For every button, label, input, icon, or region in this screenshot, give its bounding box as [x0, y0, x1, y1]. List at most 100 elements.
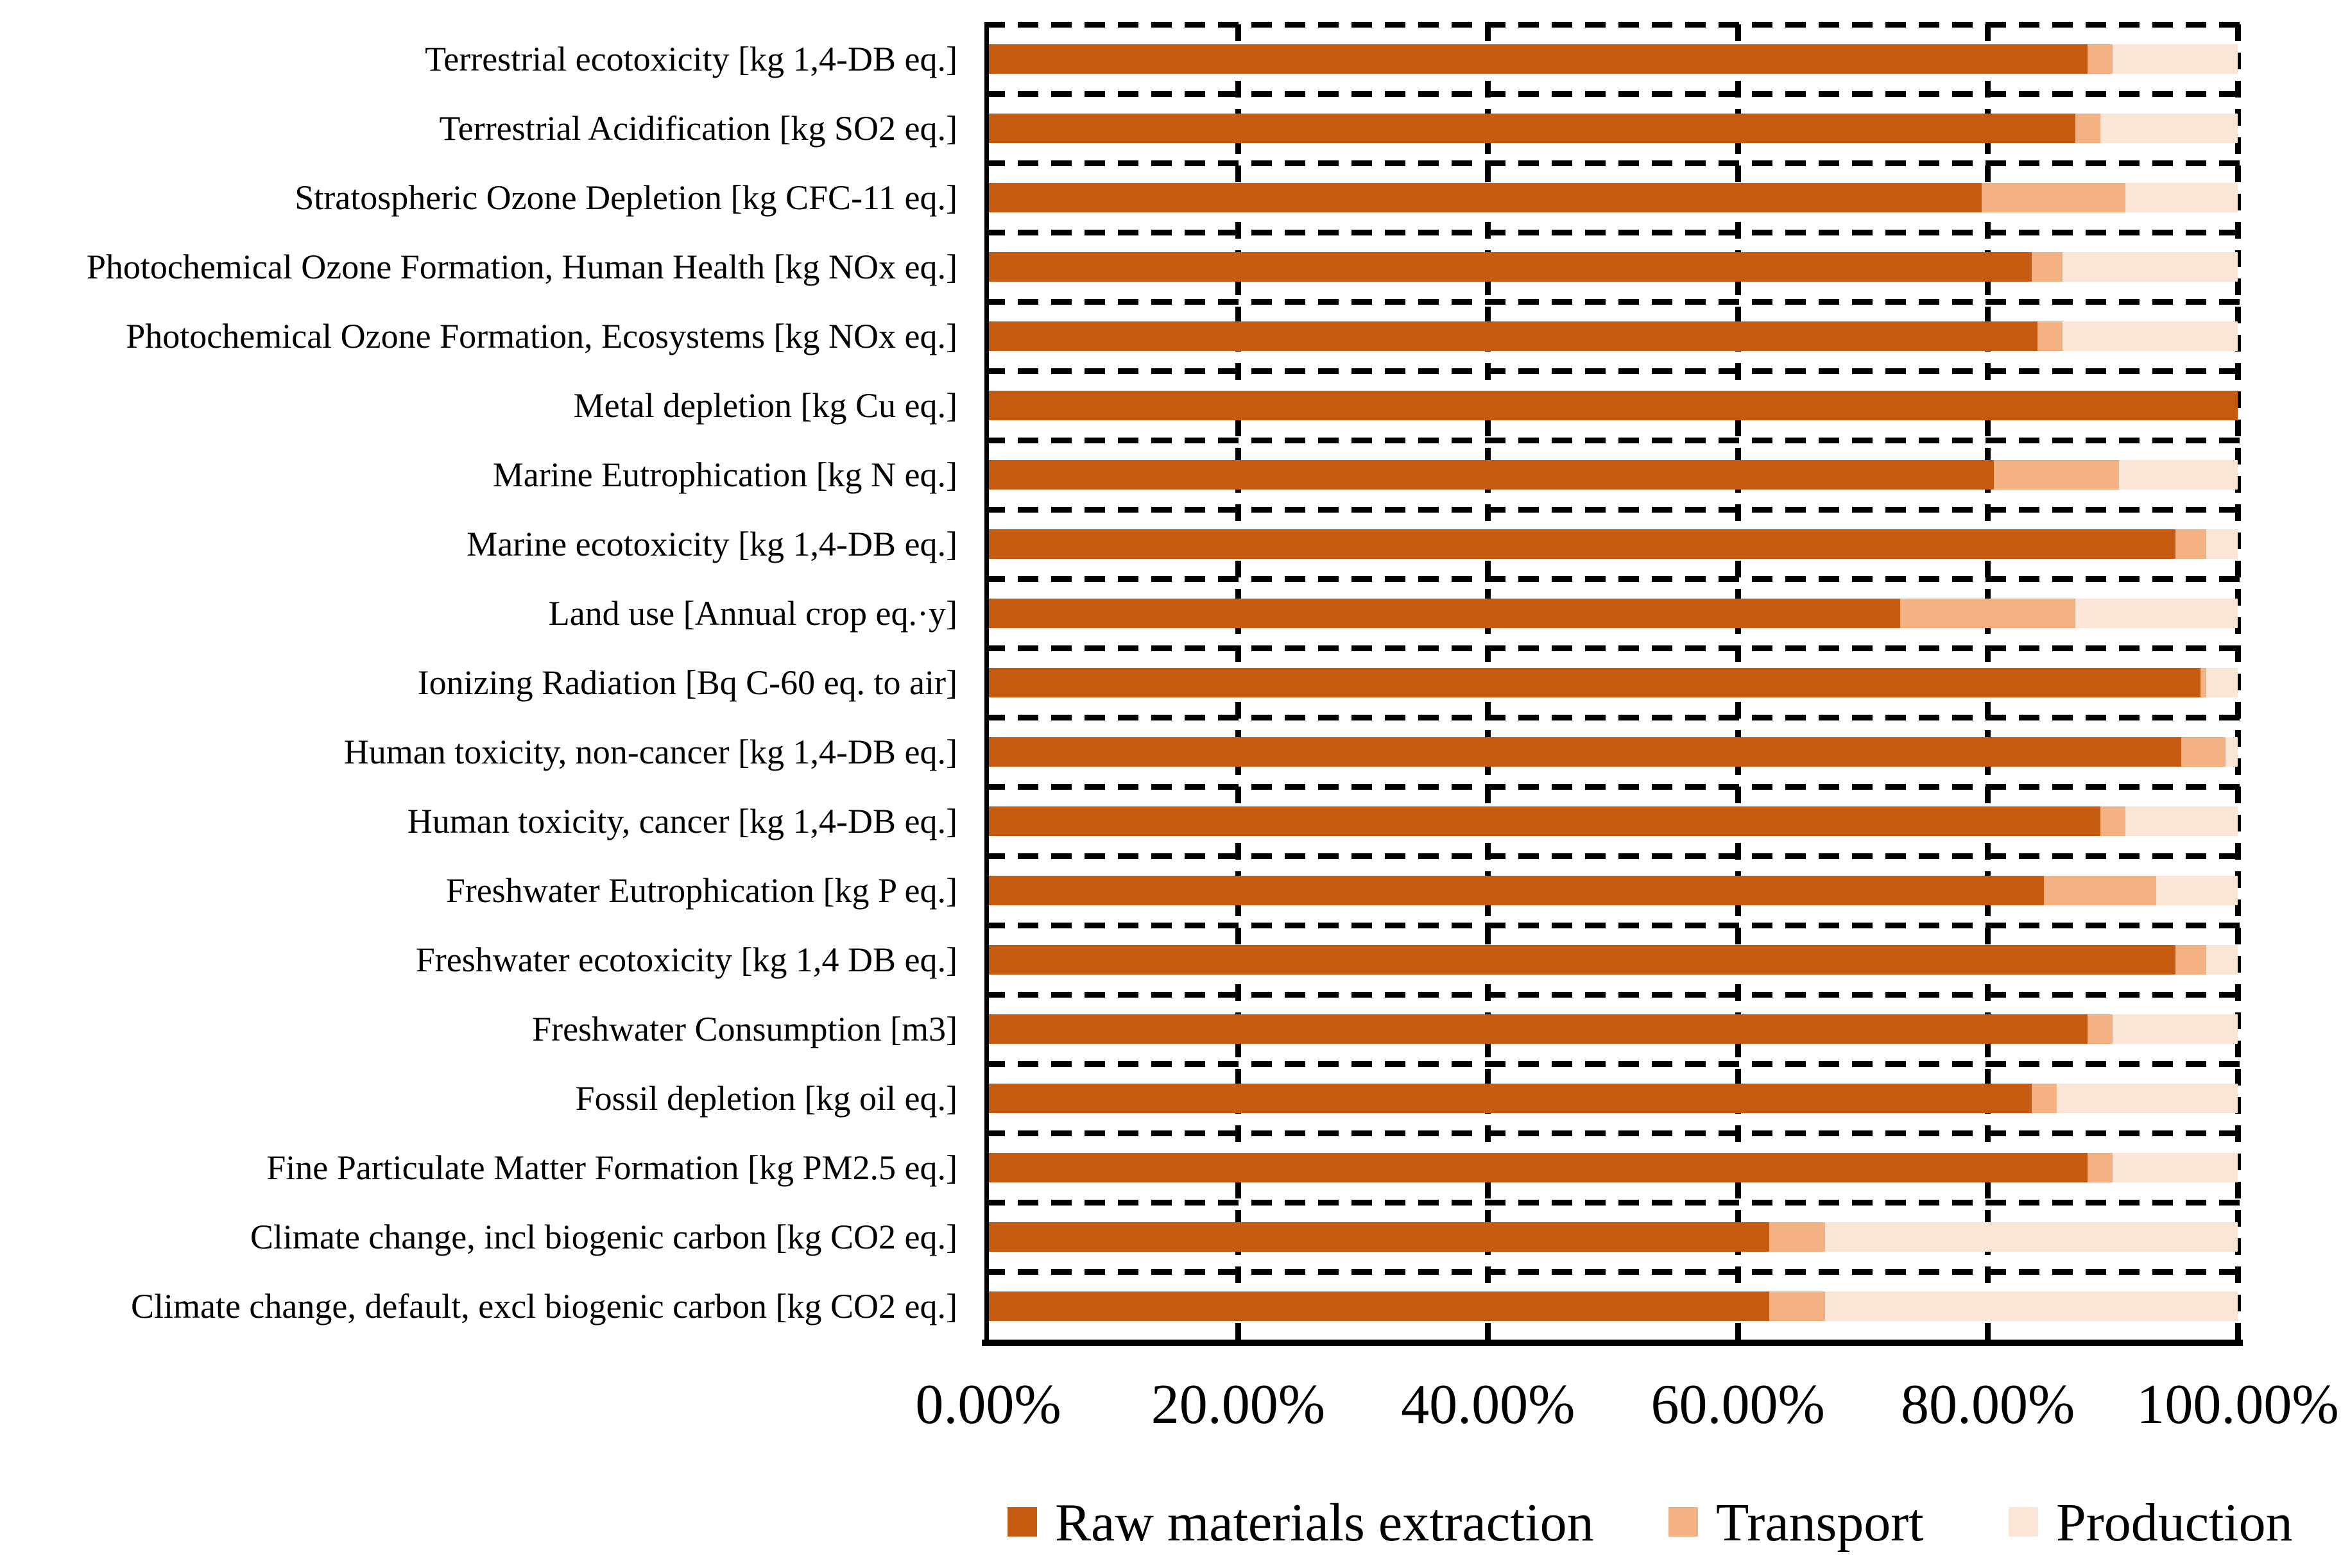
legend-label: Transport [1716, 1493, 1924, 1553]
bar-segment-raw-materials-extraction [988, 876, 2045, 905]
bar-segment-raw-materials-extraction [988, 114, 2075, 143]
bar-segment-raw-materials-extraction [988, 1153, 2088, 1182]
bar-segment-production [2206, 668, 2238, 697]
bar-segment-raw-materials-extraction [988, 44, 2088, 74]
bar-segment-transport [2037, 321, 2063, 351]
bar-segment-transport [1769, 1222, 1826, 1252]
horizontal-gridline [984, 1061, 2241, 1067]
horizontal-gridline [984, 1130, 2241, 1136]
horizontal-gridline [984, 91, 2241, 97]
bar-segment-transport [2175, 529, 2207, 559]
bar-segment-raw-materials-extraction [988, 945, 2175, 975]
category-label: Climate change, default, excl biogenic c… [130, 1287, 957, 1325]
bar-row [988, 391, 2238, 420]
bar-row [988, 114, 2238, 143]
category-label: Fine Particulate Matter Formation [kg PM… [266, 1148, 957, 1187]
bar-row [988, 1084, 2238, 1113]
category-label: Terrestrial ecotoxicity [kg 1,4-DB eq.] [425, 40, 957, 78]
horizontal-gridline [984, 784, 2241, 790]
bar-segment-raw-materials-extraction [988, 668, 2200, 697]
bar-segment-raw-materials-extraction [988, 599, 1901, 628]
bar-row [988, 529, 2238, 559]
x-tick-label: 40.00% [1401, 1374, 1575, 1436]
bar-segment-transport [1994, 460, 2120, 490]
vertical-gridline [2234, 24, 2241, 1341]
bar-segment-production [2119, 460, 2238, 490]
bar-segment-production [2125, 183, 2238, 212]
bar-segment-raw-materials-extraction [988, 737, 2182, 767]
bar-row [988, 252, 2238, 282]
category-label: Marine ecotoxicity [kg 1,4-DB eq.] [467, 525, 957, 563]
horizontal-gridline [984, 853, 2241, 859]
horizontal-gridline [984, 923, 2241, 928]
category-label: Ionizing Radiation [Bq C-60 eq. to air] [417, 663, 957, 702]
bar-row [988, 945, 2238, 975]
category-label: Human toxicity, non-cancer [kg 1,4-DB eq… [343, 733, 957, 771]
x-tick-label: 100.00% [2136, 1374, 2339, 1436]
bar-segment-raw-materials-extraction [988, 1084, 2032, 1113]
x-tick-label: 0.00% [915, 1374, 1061, 1436]
bar-segment-transport [2075, 114, 2100, 143]
bar-segment-raw-materials-extraction [988, 391, 2238, 420]
bar-segment-production [2206, 945, 2238, 975]
category-label: Marine Eutrophication [kg N eq.] [492, 456, 957, 494]
horizontal-gridline [984, 507, 2241, 513]
bar-row [988, 1014, 2238, 1044]
category-label: Photochemical Ozone Formation, Human Hea… [86, 248, 957, 286]
bar-segment-transport [2088, 1014, 2113, 1044]
category-label: Photochemical Ozone Formation, Ecosystem… [126, 317, 957, 355]
horizontal-gridline [984, 160, 2241, 166]
bar-segment-raw-materials-extraction [988, 183, 1982, 212]
horizontal-gridline [984, 645, 2241, 651]
bar-segment-production [2056, 1084, 2238, 1113]
bar-row [988, 183, 2238, 212]
bar-segment-raw-materials-extraction [988, 460, 1994, 490]
bar-segment-transport [2181, 737, 2226, 767]
bar-segment-production [2113, 44, 2238, 74]
bar-row [988, 44, 2238, 74]
category-label: Freshwater ecotoxicity [kg 1,4 DB eq.] [415, 941, 957, 979]
bar-segment-raw-materials-extraction [988, 1291, 1769, 1321]
x-axis-line [982, 1340, 2243, 1346]
bar-segment-production [2100, 114, 2238, 143]
legend-label: Raw materials extraction [1055, 1493, 1594, 1553]
bar-row [988, 668, 2238, 697]
bar-segment-production [2125, 806, 2238, 836]
bar-segment-transport [2031, 1084, 2057, 1113]
category-label: Freshwater Consumption [m3] [532, 1010, 957, 1048]
bar-segment-production [2206, 529, 2238, 559]
bar-segment-production [2113, 1014, 2238, 1044]
x-tick-label: 80.00% [1900, 1374, 2075, 1436]
bar-segment-transport [2031, 252, 2063, 282]
horizontal-gridline [984, 299, 2241, 305]
bar-segment-transport [1900, 599, 2075, 628]
horizontal-gridline [984, 576, 2241, 582]
bar-row [988, 599, 2238, 628]
bar-segment-transport [1769, 1291, 1826, 1321]
legend-swatch-production [2009, 1507, 2038, 1537]
horizontal-gridline [984, 368, 2241, 374]
bar-row [988, 876, 2238, 905]
bar-row [988, 806, 2238, 836]
horizontal-gridline [984, 438, 2241, 443]
legend-swatch-transport [1668, 1507, 1698, 1537]
bar-segment-production [2113, 1153, 2238, 1182]
x-tick-label: 60.00% [1651, 1374, 1825, 1436]
bar-segment-production [2063, 321, 2238, 351]
bar-row [988, 1222, 2238, 1252]
bar-segment-transport [2088, 44, 2113, 74]
bar-segment-transport [2044, 876, 2157, 905]
bar-segment-transport [2175, 945, 2207, 975]
bar-segment-production [2156, 876, 2238, 905]
bar-segment-raw-materials-extraction [988, 806, 2100, 836]
bar-row [988, 737, 2238, 767]
category-label: Climate change, incl biogenic carbon [kg… [250, 1218, 957, 1256]
bar-segment-transport [2088, 1153, 2113, 1182]
bar-segment-production [2225, 737, 2238, 767]
bar-segment-production [1825, 1291, 2238, 1321]
category-label: Fossil depletion [kg oil eq.] [575, 1079, 957, 1118]
horizontal-gridline [984, 230, 2241, 235]
bar-row [988, 321, 2238, 351]
bar-segment-raw-materials-extraction [988, 252, 2032, 282]
horizontal-gridline [984, 1200, 2241, 1206]
